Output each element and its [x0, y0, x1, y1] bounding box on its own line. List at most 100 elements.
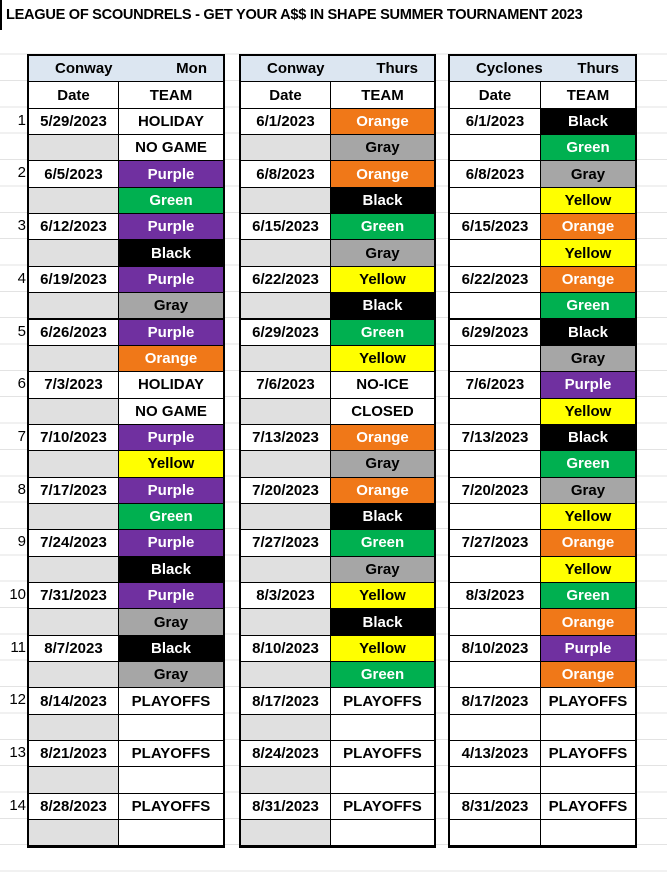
week-number: 13	[9, 744, 26, 762]
date-cell: 8/21/2023	[28, 740, 119, 768]
date-cell: 8/3/2023	[449, 582, 541, 610]
table-header: Conway Mon	[28, 55, 224, 83]
blank-date-cell	[449, 555, 541, 583]
date-cell: 6/19/2023	[28, 265, 119, 294]
date-cell: 6/29/2023	[240, 318, 331, 346]
blank-date-cell	[449, 819, 541, 847]
date-cell: 6/8/2023	[240, 160, 331, 188]
blank-team-cell	[540, 766, 636, 794]
team-cell: Black	[330, 608, 435, 636]
date-cell: 6/1/2023	[240, 107, 331, 136]
blank-date-cell	[240, 819, 331, 847]
week-number: 6	[17, 375, 26, 393]
date-cell: 6/29/2023	[449, 318, 541, 346]
blank-date-cell	[28, 713, 119, 742]
blank-date-cell	[28, 608, 119, 636]
blank-date-cell	[449, 608, 541, 636]
blank-date-cell	[240, 292, 331, 320]
team-cell: Black	[330, 502, 435, 531]
date-cell: 7/13/2023	[240, 423, 331, 452]
blank-date-cell	[240, 661, 331, 689]
date-cell: 6/26/2023	[28, 318, 119, 346]
date-cell: 8/14/2023	[28, 687, 119, 715]
team-cell: Green	[330, 213, 435, 241]
blank-date-cell	[28, 239, 119, 267]
blank-date-cell	[449, 450, 541, 478]
blank-date-cell	[240, 134, 331, 162]
date-cell: 8/31/2023	[240, 792, 331, 821]
team-cell: PLAYOFFS	[330, 792, 435, 821]
team-cell: Black	[330, 292, 435, 320]
team-cell: Yellow	[540, 239, 636, 267]
date-cell: 7/20/2023	[449, 476, 541, 504]
date-cell: 7/27/2023	[240, 529, 331, 557]
team-cell: Orange	[330, 476, 435, 504]
week-number: 12	[9, 691, 26, 709]
blank-date-cell	[240, 608, 331, 636]
date-cell: 8/10/2023	[449, 634, 541, 663]
team-cell: Orange	[540, 529, 636, 557]
team-cell: Gray	[330, 555, 435, 583]
team-cell: Orange	[540, 265, 636, 294]
team-cell: Yellow	[540, 555, 636, 583]
blank-team-cell	[330, 766, 435, 794]
blank-team-cell	[118, 819, 224, 847]
blank-date-cell	[449, 397, 541, 425]
date-cell: 5/29/2023	[28, 107, 119, 136]
blank-team-cell	[118, 713, 224, 742]
date-cell: 6/15/2023	[240, 213, 331, 241]
team-cell: Orange	[118, 344, 224, 373]
team-cell: Purple	[118, 582, 224, 610]
team-cell: PLAYOFFS	[540, 687, 636, 715]
sheet-title: LEAGUE OF SCOUNDRELS - GET YOUR A$$ IN S…	[0, 0, 667, 30]
date-cell: 8/17/2023	[449, 687, 541, 715]
date-cell: 7/20/2023	[240, 476, 331, 504]
team-cell: Green	[330, 529, 435, 557]
blank-date-cell	[240, 766, 331, 794]
week-number: 14	[9, 796, 26, 814]
team-cell: Black	[540, 318, 636, 346]
team-cell: Gray	[118, 292, 224, 320]
date-cell: 7/6/2023	[449, 371, 541, 399]
header-text: Conway	[55, 60, 113, 78]
column-header: Date	[449, 81, 541, 109]
blank-date-cell	[449, 134, 541, 162]
team-cell: Black	[118, 239, 224, 267]
week-number: 11	[10, 638, 26, 656]
date-cell: 6/22/2023	[240, 265, 331, 294]
team-cell: Gray	[540, 160, 636, 188]
date-cell: 8/10/2023	[240, 634, 331, 663]
week-number: 10	[9, 586, 26, 603]
blank-date-cell	[28, 661, 119, 689]
team-cell: Gray	[330, 239, 435, 267]
blank-date-cell	[28, 344, 119, 373]
team-cell: NO GAME	[118, 397, 224, 425]
blank-date-cell	[28, 186, 119, 215]
team-cell: Yellow	[540, 502, 636, 531]
team-cell: Black	[118, 555, 224, 583]
blank-team-cell	[540, 819, 636, 847]
date-cell: 8/31/2023	[449, 792, 541, 821]
blank-date-cell	[28, 134, 119, 162]
blank-date-cell	[28, 555, 119, 583]
blank-date-cell	[28, 502, 119, 531]
table-header: Cyclones Thurs	[449, 55, 636, 83]
header-text: Thurs	[577, 60, 619, 78]
blank-date-cell	[449, 344, 541, 373]
week-number: 5	[17, 322, 26, 340]
date-cell: 6/22/2023	[449, 265, 541, 294]
team-cell: Gray	[540, 344, 636, 373]
team-cell: Orange	[540, 608, 636, 636]
week-number: 8	[17, 480, 26, 498]
blank-date-cell	[449, 239, 541, 267]
team-cell: PLAYOFFS	[118, 740, 224, 768]
team-cell: Green	[118, 502, 224, 531]
team-cell: Green	[330, 318, 435, 346]
team-cell: Green	[540, 134, 636, 162]
team-cell: Black	[330, 186, 435, 215]
team-cell: Green	[540, 292, 636, 320]
week-number: 9	[17, 533, 26, 551]
blank-team-cell	[330, 819, 435, 847]
team-cell: PLAYOFFS	[540, 740, 636, 768]
